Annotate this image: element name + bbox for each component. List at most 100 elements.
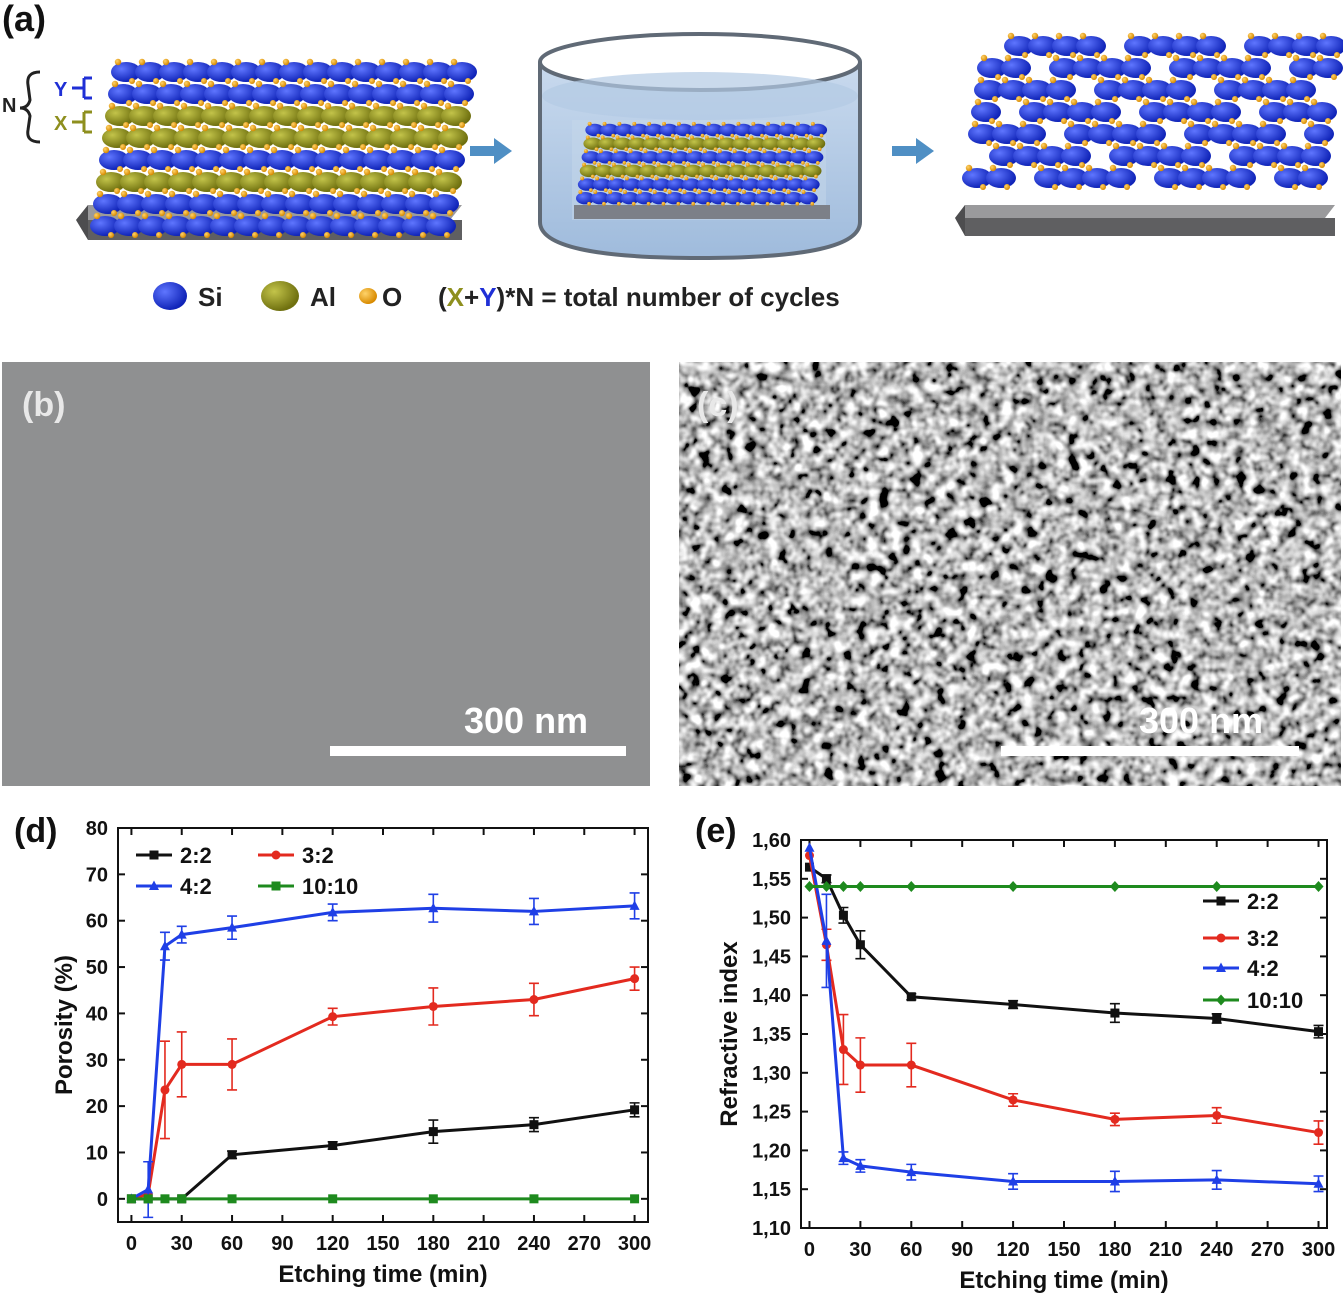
y-tick-label: 70 (86, 864, 108, 886)
x-tick-label: 150 (366, 1233, 399, 1255)
data-point (1008, 1095, 1018, 1105)
x-tick-label: 210 (467, 1233, 500, 1255)
data-point (328, 1012, 338, 1022)
series-line (131, 1108, 635, 1201)
y-tick-label: 1,25 (752, 1102, 791, 1124)
series-4-2 (126, 892, 640, 1219)
y-tick-label: 1,50 (752, 908, 791, 930)
data-point (327, 906, 338, 917)
x-axis-label: Etching time (min) (959, 1267, 1168, 1294)
sem-image-c: (c) 300 nm (679, 362, 1341, 786)
y-tick-label: 1,40 (752, 985, 791, 1007)
legend-label: 4:2 (180, 874, 212, 899)
y-axis-label: Refractive index (716, 941, 743, 1127)
panel-c-label: (c) (697, 386, 739, 424)
data-point (629, 900, 640, 910)
data-point (227, 922, 238, 932)
data-point (1216, 896, 1226, 906)
y-tick-label: 80 (86, 818, 108, 840)
y-tick-label: 40 (86, 1003, 108, 1025)
data-point (1313, 1178, 1324, 1188)
x-tick-label: 60 (221, 1233, 243, 1255)
x-tick-label: 0 (804, 1239, 815, 1261)
y-tick-label: 1,30 (752, 1063, 791, 1085)
series-line (131, 977, 635, 1201)
data-point (227, 1150, 237, 1160)
legend-item: 3:2 (1203, 926, 1279, 951)
stack-x-label: X (54, 113, 68, 135)
porous-silica-stack (962, 32, 1343, 190)
immersed-stack (576, 121, 828, 206)
arrow-right-icon (892, 138, 934, 164)
data-point (838, 1152, 849, 1163)
scale-bar-c (1001, 746, 1299, 756)
data-point (1211, 1174, 1222, 1184)
legend-item: 4:2 (1203, 956, 1279, 981)
data-point (328, 1194, 338, 1204)
x-tick-label: 30 (171, 1233, 193, 1255)
legend-label: 2:2 (180, 843, 212, 868)
y-tick-label: 30 (86, 1050, 108, 1072)
series-3-2 (804, 851, 1324, 1145)
y-tick-label: 1,35 (752, 1024, 791, 1046)
series-line (808, 855, 1319, 1135)
data-point (804, 842, 815, 852)
data-point (126, 1194, 136, 1204)
data-point (1212, 1013, 1222, 1023)
data-point (428, 1127, 438, 1137)
data-point (1313, 881, 1324, 893)
legend-item: 2:2 (136, 843, 212, 868)
y-tick-label: 50 (86, 957, 108, 979)
sem-image-b: (b) 300 nm (2, 362, 650, 786)
data-point (227, 1059, 237, 1069)
data-point (804, 862, 814, 872)
data-point (160, 1085, 170, 1095)
data-point (159, 940, 170, 951)
data-point (177, 1194, 187, 1204)
data-point (838, 881, 849, 893)
data-point (143, 1184, 154, 1194)
legend-item: 2:2 (1203, 889, 1279, 914)
data-point (804, 881, 815, 893)
y-tick-label: 1,15 (752, 1179, 791, 1201)
stack-y-label: Y (54, 79, 68, 101)
data-point (838, 910, 848, 920)
data-point (529, 1120, 539, 1130)
data-point (529, 995, 539, 1005)
panel-label: (d) (14, 812, 57, 850)
data-point (1212, 1110, 1222, 1120)
data-point (906, 1060, 916, 1070)
scale-bar-b (330, 746, 626, 756)
x-tick-label: 270 (1251, 1239, 1284, 1261)
data-point (855, 1060, 865, 1070)
atom-legend: Si Al O (X+Y)*N = total number of cycles (150, 276, 910, 316)
chart-legend: 2:2 3:2 4:2 10:10 (136, 843, 358, 899)
data-point (821, 881, 832, 893)
data-point (1008, 1175, 1019, 1186)
data-point (821, 874, 831, 884)
x-tick-label: 30 (849, 1239, 871, 1261)
data-point (160, 1194, 170, 1204)
x-axis-label: Etching time (min) (278, 1261, 487, 1288)
data-point (1211, 881, 1222, 893)
data-point (149, 880, 159, 890)
data-point (143, 1194, 153, 1204)
data-point (1314, 1128, 1324, 1138)
scale-bar-label-c: 300 nm (1139, 700, 1264, 741)
y-tick-label: 1,45 (752, 946, 791, 968)
series-2-2 (126, 1102, 640, 1204)
arrow-right-icon (470, 138, 512, 164)
data-point (428, 1001, 438, 1011)
x-tick-label: 240 (517, 1233, 550, 1255)
panel-a-label: (a) (2, 0, 46, 39)
x-tick-label: 300 (1302, 1239, 1335, 1261)
data-point (1008, 881, 1019, 893)
data-point (149, 850, 159, 860)
legend-label: 10:10 (302, 874, 358, 899)
y-tick-label: 1,10 (752, 1218, 791, 1240)
y-tick-label: 60 (86, 911, 108, 933)
data-point (529, 1194, 539, 1204)
data-point (1216, 962, 1226, 972)
data-point (1008, 1000, 1018, 1010)
legend-item: 10:10 (258, 874, 358, 899)
